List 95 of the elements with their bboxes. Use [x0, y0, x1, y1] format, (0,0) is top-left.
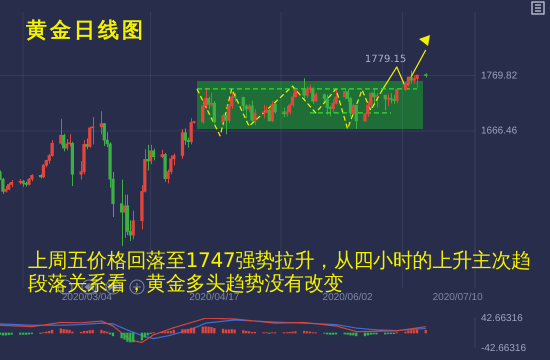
candlestick — [64, 138, 68, 151]
bar — [245, 330, 248, 334]
bar — [210, 327, 213, 334]
candlestick — [206, 96, 210, 110]
candlestick — [354, 104, 358, 130]
bar — [190, 328, 192, 334]
candlestick — [343, 88, 346, 100]
x-tick-label: 2020/07/10 — [432, 292, 484, 303]
bar — [224, 330, 228, 334]
candlestick — [389, 92, 393, 104]
bar — [146, 332, 149, 336]
candlestick — [305, 86, 309, 98]
bar — [170, 330, 172, 334]
candlestick — [152, 148, 156, 161]
candlestick — [384, 94, 387, 111]
bar — [120, 332, 123, 338]
bar — [202, 326, 204, 334]
bar — [233, 330, 236, 334]
bar — [129, 332, 132, 342]
bar — [126, 332, 129, 342]
candlestick — [62, 133, 66, 152]
y-tick-label: 1769.82 — [481, 70, 518, 82]
bar — [48, 330, 50, 334]
bar — [86, 330, 88, 334]
bar — [302, 330, 306, 334]
candlestick — [221, 113, 225, 126]
bar — [407, 330, 410, 334]
bar — [60, 328, 62, 334]
candlestick — [302, 78, 306, 102]
candlestick — [274, 100, 277, 114]
bar — [207, 326, 210, 334]
bar — [132, 332, 134, 342]
bar — [68, 330, 71, 334]
bar — [242, 330, 244, 334]
y-tick-label: -42.66316 — [481, 342, 526, 354]
bar — [184, 329, 186, 334]
candlestick — [253, 108, 257, 126]
bar — [352, 332, 354, 336]
bar — [82, 330, 86, 334]
bar — [100, 330, 102, 334]
bar — [204, 326, 207, 334]
candlestick — [372, 88, 376, 104]
bar — [424, 330, 427, 334]
candlestick — [120, 179, 124, 246]
bar — [2, 332, 4, 336]
bar — [4, 332, 7, 336]
candlestick — [190, 118, 193, 145]
candlestick — [132, 210, 135, 240]
bar — [88, 330, 91, 334]
candlestick — [326, 94, 329, 115]
candlestick — [285, 105, 288, 118]
bar — [62, 329, 65, 334]
bar — [103, 330, 106, 334]
candlestick — [282, 107, 286, 118]
bar — [112, 332, 114, 336]
bar — [65, 330, 68, 334]
bar — [366, 332, 369, 336]
candlestick — [410, 70, 413, 84]
x-tick-label: 2020/03/04 — [62, 292, 112, 303]
bar — [349, 332, 352, 336]
bar — [181, 329, 184, 334]
x-tick-label: 2020/04/17 — [189, 292, 240, 303]
y-tick-label: 42.66316 — [481, 312, 524, 324]
bar — [92, 330, 94, 334]
bar — [230, 329, 233, 334]
candlestick — [386, 94, 390, 106]
chart-title: 黄金日线图 — [26, 16, 146, 44]
candlestick — [352, 103, 355, 116]
bar — [51, 330, 54, 334]
x-tick-label: 2020/06/02 — [322, 292, 374, 303]
y-tick-label: 1666.46 — [481, 126, 518, 137]
bar — [144, 332, 146, 338]
bar — [140, 332, 144, 340]
candlestick — [212, 100, 216, 124]
bar — [416, 330, 418, 334]
candlestick — [146, 144, 150, 172]
candlestick — [59, 118, 62, 146]
annotation: 1779.15 — [364, 54, 406, 66]
bar — [364, 332, 366, 336]
bar — [213, 328, 216, 334]
bar — [172, 330, 175, 334]
bar — [228, 330, 230, 334]
bar — [187, 328, 190, 334]
candlestick — [91, 116, 94, 145]
bar — [8, 332, 10, 336]
candlestick — [311, 86, 314, 104]
candlestick — [122, 194, 126, 238]
bar — [355, 332, 358, 336]
bar — [413, 330, 416, 334]
candlestick — [102, 122, 106, 146]
candlestick — [184, 128, 187, 146]
bar — [410, 330, 412, 334]
candlestick — [148, 144, 152, 165]
candlestick — [100, 110, 103, 135]
candlestick — [270, 100, 274, 122]
